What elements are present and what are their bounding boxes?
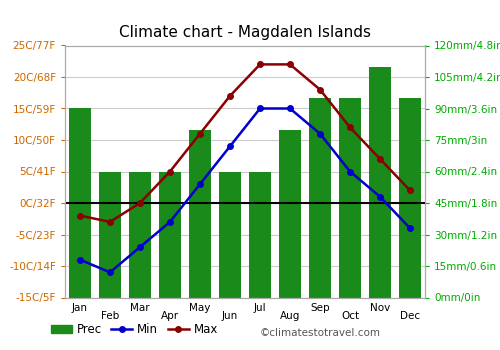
Bar	[279, 130, 301, 298]
Bar	[99, 172, 121, 298]
Text: Dec: Dec	[400, 312, 420, 321]
Text: ©climatestotravel.com: ©climatestotravel.com	[260, 328, 381, 338]
Bar	[129, 172, 151, 298]
Bar	[159, 172, 181, 298]
Title: Climate chart - Magdalen Islands: Climate chart - Magdalen Islands	[119, 25, 371, 40]
Bar	[399, 98, 421, 298]
Bar	[189, 130, 211, 298]
Text: Jun: Jun	[222, 312, 238, 321]
Text: Aug: Aug	[280, 312, 300, 321]
Text: Sep: Sep	[310, 302, 330, 313]
Text: Oct: Oct	[341, 312, 359, 321]
Text: Nov: Nov	[370, 302, 390, 313]
Text: Jan: Jan	[72, 302, 88, 313]
Text: Jul: Jul	[254, 302, 266, 313]
Text: Apr: Apr	[161, 312, 179, 321]
Bar	[249, 172, 271, 298]
Text: May: May	[190, 302, 210, 313]
Bar	[369, 66, 391, 298]
Bar	[69, 108, 91, 298]
Text: Mar: Mar	[130, 302, 150, 313]
Bar	[219, 172, 241, 298]
Bar	[339, 98, 361, 298]
Legend: Prec, Min, Max: Prec, Min, Max	[46, 318, 222, 341]
Bar	[309, 98, 331, 298]
Text: Feb: Feb	[101, 312, 119, 321]
